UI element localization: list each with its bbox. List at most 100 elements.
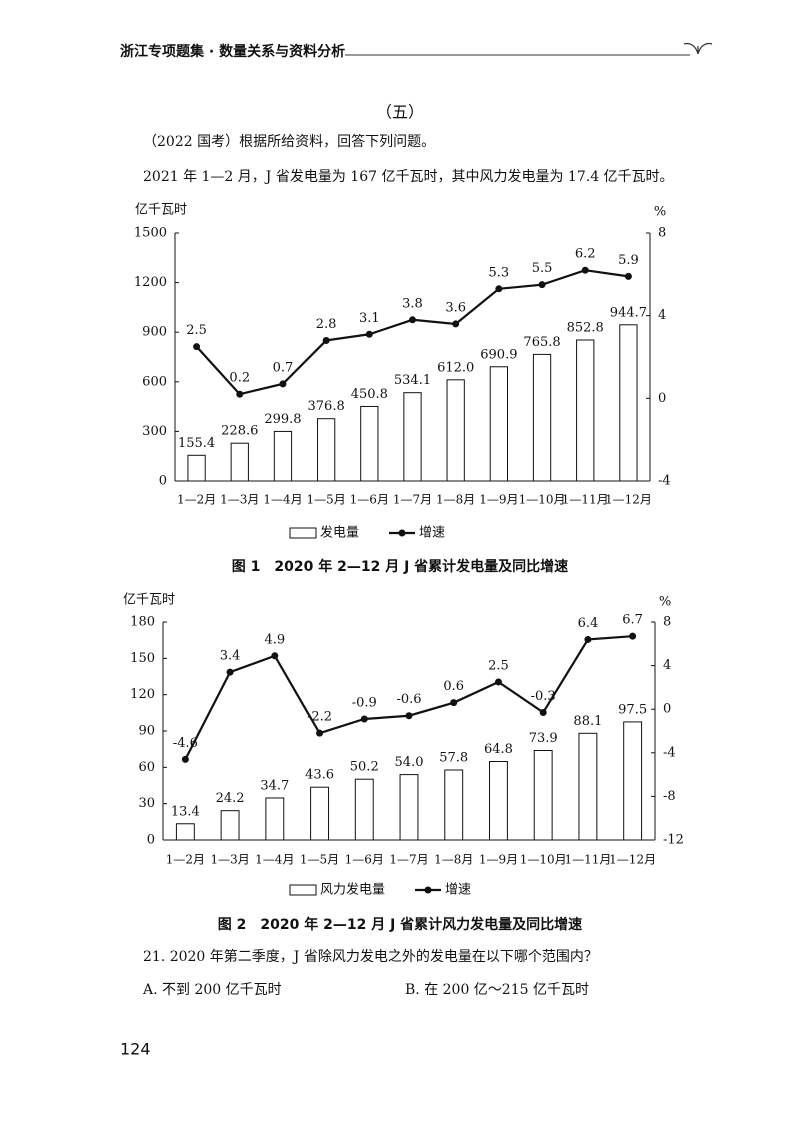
x-tick-label: 1—7月 <box>389 853 428 867</box>
data-label: 6.2 <box>575 247 596 262</box>
data-label: 5.3 <box>489 265 510 280</box>
x-tick-label: 1—6月 <box>345 853 384 867</box>
y2-tick-label: 0 <box>663 702 671 717</box>
y-tick-label: 120 <box>130 687 155 702</box>
line-point <box>236 390 244 398</box>
bar <box>220 810 240 841</box>
y2-tick-label: 8 <box>658 226 666 241</box>
data-label: 852.8 <box>567 321 604 336</box>
intro-line: （2022 国考）根据所给资料，回答下列问题。 <box>143 133 435 150</box>
y2-tick-label: 0 <box>658 391 666 406</box>
y-tick-label: 600 <box>142 374 167 389</box>
option: B. 在 200 亿～215 亿千瓦时 <box>405 982 589 998</box>
data-label: 228.6 <box>221 424 258 439</box>
bar <box>489 761 508 841</box>
data-label: 57.8 <box>439 750 468 765</box>
data-label: 944.7 <box>610 305 647 320</box>
line-point <box>193 343 201 351</box>
line-point <box>409 316 416 324</box>
y-tick-label: 1500 <box>134 226 167 241</box>
data-label: 88.1 <box>573 714 602 729</box>
bar <box>265 797 285 841</box>
bar <box>310 786 329 841</box>
legend-swatch <box>398 529 406 537</box>
data-label: 13.4 <box>171 804 200 819</box>
legend-label: 增速 <box>419 526 445 541</box>
data-label: 765.8 <box>523 335 560 350</box>
y-tick-label: 60 <box>138 760 155 775</box>
x-tick-label: 1—11月 <box>562 493 609 507</box>
legend-label: 风力发电量 <box>320 882 385 898</box>
x-tick-label: 1—10月 <box>519 493 566 507</box>
line-point <box>629 632 637 640</box>
bar <box>175 823 195 841</box>
data-label: 3.1 <box>359 311 380 326</box>
data-label: -4.6 <box>173 736 198 751</box>
data-label: 64.8 <box>484 742 513 757</box>
x-tick-label: 1—10月 <box>520 853 567 867</box>
x-tick-label: 1—12月 <box>605 493 652 507</box>
y-axis-label: 亿千瓦时 <box>123 593 175 608</box>
bar <box>273 430 293 482</box>
line-point <box>226 668 234 676</box>
option: A. 不到 200 亿千瓦时 <box>142 982 282 998</box>
data-label: 376.8 <box>308 399 345 414</box>
data-label: 2.5 <box>488 658 509 673</box>
line-point <box>316 729 324 737</box>
x-tick-label: 1—4月 <box>255 853 294 867</box>
legend-swatch <box>289 884 317 896</box>
data-label: 6.7 <box>622 613 643 628</box>
x-tick-label: 1—2月 <box>166 853 205 867</box>
x-tick-label: 1—4月 <box>263 493 302 507</box>
x-tick-label: 1—3月 <box>210 853 249 867</box>
y2-tick-label: 8 <box>663 615 671 630</box>
x-tick-label: 1—2月 <box>177 493 216 507</box>
data-label: 0.2 <box>229 371 250 386</box>
x-tick-label: 1—6月 <box>350 493 389 507</box>
bar <box>403 392 422 482</box>
bar <box>354 778 374 841</box>
x-tick-label: 1—7月 <box>393 493 432 507</box>
data-label: 0.6 <box>443 679 464 694</box>
y-tick-label: 90 <box>138 724 155 739</box>
bar <box>230 442 249 482</box>
line-point <box>405 712 413 720</box>
y2-tick-label: 4 <box>658 308 666 323</box>
y2-tick-label: -8 <box>663 789 676 804</box>
data-label: 534.1 <box>394 373 431 388</box>
y-tick-label: 30 <box>138 796 155 811</box>
legend-swatch <box>424 886 432 894</box>
data-label: 3.6 <box>445 300 466 315</box>
x-tick-label: 1—8月 <box>436 493 475 507</box>
data-label: 34.7 <box>260 778 289 793</box>
bar <box>360 405 379 482</box>
data-label: 6.4 <box>578 616 599 631</box>
y-tick-label: 300 <box>142 424 167 439</box>
line-point <box>271 652 279 660</box>
data-label: 450.8 <box>351 387 388 402</box>
y2-tick-label: 4 <box>663 658 671 673</box>
legend-swatch <box>289 527 317 539</box>
data-label: 612.0 <box>437 360 474 375</box>
y-tick-label: 0 <box>147 833 155 848</box>
x-tick-label: 1—9月 <box>479 493 518 507</box>
line-point <box>538 281 546 289</box>
chart-title: 图 2 2020 年 2—12 月 J 省累计风力发电量及同比增速 <box>218 916 582 933</box>
x-tick-label: 1—11月 <box>564 853 611 867</box>
data-label: 2.5 <box>186 323 207 338</box>
question: 21. 2020 年第二季度，J 省除风力发电之外的发电量在以下哪个范围内？ <box>143 948 598 965</box>
data-label: 299.8 <box>264 412 301 427</box>
line-point <box>322 336 330 344</box>
data-label: 5.9 <box>618 253 639 268</box>
data-label: 97.5 <box>618 702 647 717</box>
x-tick-label: 1—12月 <box>609 853 656 867</box>
running-header: 浙江专项题集 · 数量关系与资料分析 <box>120 43 345 60</box>
data-label: 155.4 <box>178 436 215 451</box>
bar <box>187 454 206 482</box>
legend-label: 发电量 <box>320 525 359 541</box>
y-tick-label: 180 <box>130 615 155 630</box>
legend-label: 增速 <box>445 883 471 898</box>
section-title: （五） <box>376 103 424 122</box>
